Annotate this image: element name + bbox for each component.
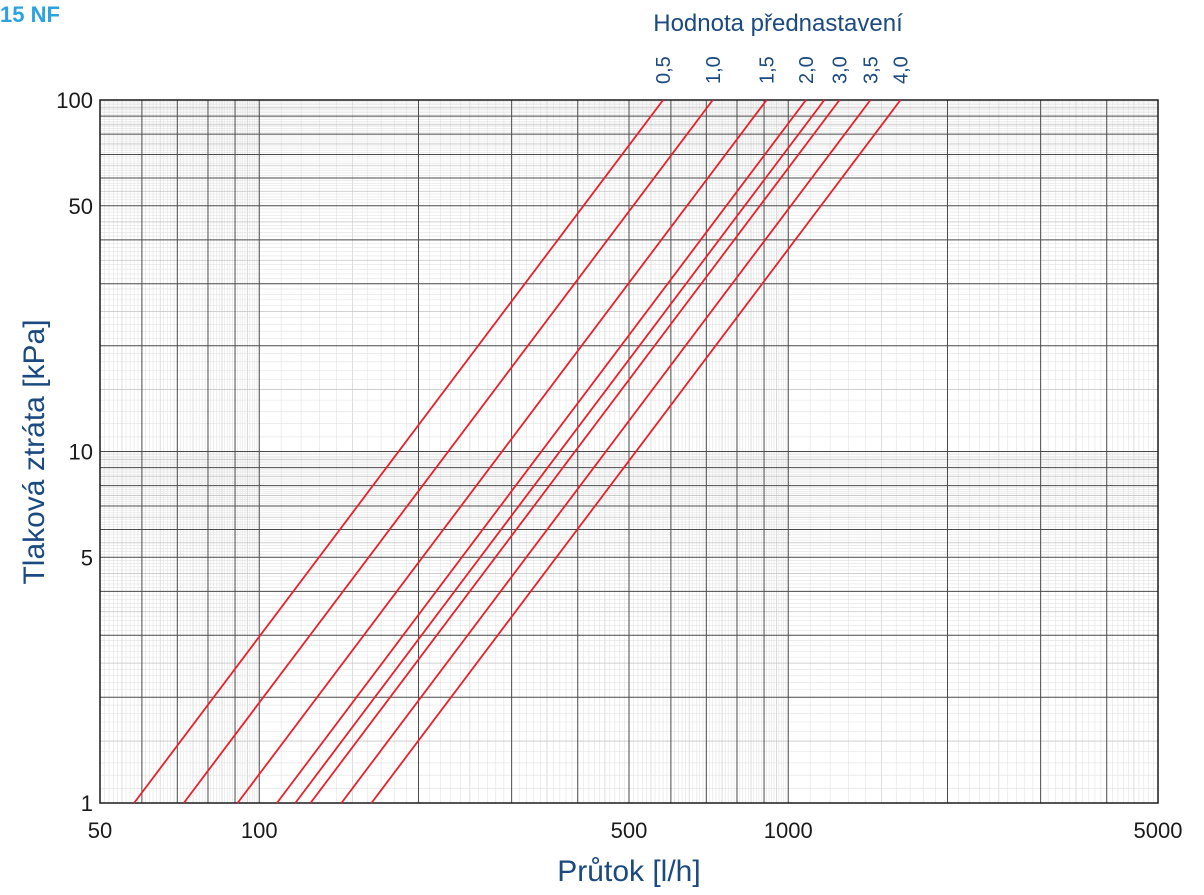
x-tick-label: 50 [88,818,112,843]
y-tick-label: 50 [69,194,93,219]
series-line-4 [276,99,807,804]
series-line-7 [340,99,872,804]
major-grid [99,99,1159,804]
y-tick-label: 100 [56,88,93,113]
series-label-4: 2,0 [796,56,818,84]
y-tick-label: 1 [81,791,93,816]
corner-label: 15 NF [0,2,60,27]
series-label-7: 3,5 [860,56,882,84]
y-tick-label: 10 [69,440,93,465]
series-label-6: 3,0 [830,56,852,84]
series-lines [133,99,902,804]
series-label-1: 0,5 [653,56,675,84]
y-tick-label: 5 [81,545,93,570]
x-tick-label: 5000 [1134,818,1183,843]
series-label-2: 1,0 [703,56,725,84]
series-line-8 [370,99,902,804]
series-labels: 0,5 1,0 1,5 2,0 3,0 3,5 4,0 [653,56,912,84]
series-label-3: 1,5 [757,56,779,84]
series-line-1 [133,99,664,804]
x-tick-label: 1000 [764,818,813,843]
series-line-3 [236,99,768,804]
plot-frame [99,99,1159,804]
x-tick-label: 500 [611,818,648,843]
chart-title: Hodnota přednastavení [653,10,903,37]
y-tick-labels: 1 5 10 50 100 [56,88,93,816]
series-label-8: 4,0 [890,56,912,84]
x-axis-title: Průtok [l/h] [557,855,700,888]
series-line-5 [294,99,826,804]
x-tick-label: 100 [241,818,278,843]
x-tick-labels: 50 100 500 1000 5000 [88,818,1183,843]
series-line-6 [309,99,841,804]
series-line-2 [183,99,714,804]
y-axis-title: Tlaková ztráta [kPa] [18,319,51,584]
